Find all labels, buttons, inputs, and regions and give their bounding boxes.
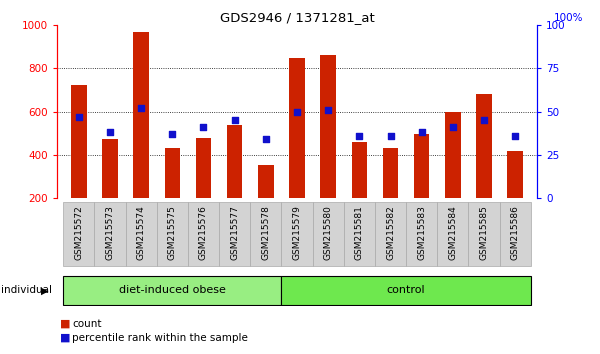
Bar xyxy=(352,142,367,198)
Title: GDS2946 / 1371281_at: GDS2946 / 1371281_at xyxy=(220,11,374,24)
Text: GSM215573: GSM215573 xyxy=(106,205,115,260)
Point xyxy=(417,130,427,135)
Bar xyxy=(188,202,219,266)
Bar xyxy=(281,202,313,266)
Point xyxy=(386,133,395,139)
Point xyxy=(230,118,239,123)
Point xyxy=(136,105,146,111)
Bar xyxy=(157,202,188,266)
Bar xyxy=(227,125,242,198)
Point xyxy=(292,109,302,114)
Text: GSM215580: GSM215580 xyxy=(323,205,332,260)
Y-axis label: 100%: 100% xyxy=(553,13,583,23)
Text: control: control xyxy=(387,285,425,295)
Bar xyxy=(375,202,406,266)
Point xyxy=(105,130,115,135)
Text: GSM215586: GSM215586 xyxy=(511,205,520,260)
Bar xyxy=(102,139,118,198)
Bar xyxy=(125,202,157,266)
Bar xyxy=(383,148,398,198)
Text: GSM215579: GSM215579 xyxy=(293,205,302,260)
Text: ■: ■ xyxy=(60,333,71,343)
Text: diet-induced obese: diet-induced obese xyxy=(119,285,226,295)
Text: GSM215574: GSM215574 xyxy=(137,205,146,260)
Bar xyxy=(437,202,469,266)
Text: GSM215584: GSM215584 xyxy=(448,205,457,260)
Text: ■: ■ xyxy=(60,319,71,329)
Bar xyxy=(71,85,86,198)
Bar xyxy=(94,202,125,266)
Bar xyxy=(258,165,274,198)
Point xyxy=(261,136,271,142)
Bar xyxy=(250,202,281,266)
Bar xyxy=(320,55,336,198)
Bar xyxy=(445,112,461,198)
Bar xyxy=(406,202,437,266)
Bar xyxy=(281,276,531,304)
Bar xyxy=(508,150,523,198)
Point xyxy=(199,124,208,130)
Bar xyxy=(196,137,211,198)
Bar xyxy=(500,202,531,266)
Text: percentile rank within the sample: percentile rank within the sample xyxy=(72,333,248,343)
Text: GSM215583: GSM215583 xyxy=(417,205,426,260)
Bar xyxy=(414,133,430,198)
Bar xyxy=(344,202,375,266)
Bar xyxy=(63,202,94,266)
Point xyxy=(355,133,364,139)
Point xyxy=(479,118,489,123)
Bar xyxy=(133,32,149,198)
Bar xyxy=(164,148,180,198)
Text: GSM215577: GSM215577 xyxy=(230,205,239,260)
Text: ▶: ▶ xyxy=(41,285,49,295)
Point xyxy=(74,114,83,120)
Text: GSM215582: GSM215582 xyxy=(386,205,395,260)
Text: GSM215575: GSM215575 xyxy=(168,205,177,260)
Text: count: count xyxy=(72,319,101,329)
Bar xyxy=(289,58,305,198)
Bar xyxy=(219,202,250,266)
Text: GSM215578: GSM215578 xyxy=(262,205,271,260)
Point xyxy=(323,107,333,113)
Point xyxy=(448,124,458,130)
Bar xyxy=(476,94,492,198)
Bar xyxy=(313,202,344,266)
Bar xyxy=(63,276,281,304)
Text: individual: individual xyxy=(1,285,52,295)
Bar xyxy=(469,202,500,266)
Text: GSM215572: GSM215572 xyxy=(74,205,83,260)
Text: GSM215576: GSM215576 xyxy=(199,205,208,260)
Point xyxy=(167,131,177,137)
Text: GSM215585: GSM215585 xyxy=(479,205,488,260)
Point xyxy=(511,133,520,139)
Text: GSM215581: GSM215581 xyxy=(355,205,364,260)
